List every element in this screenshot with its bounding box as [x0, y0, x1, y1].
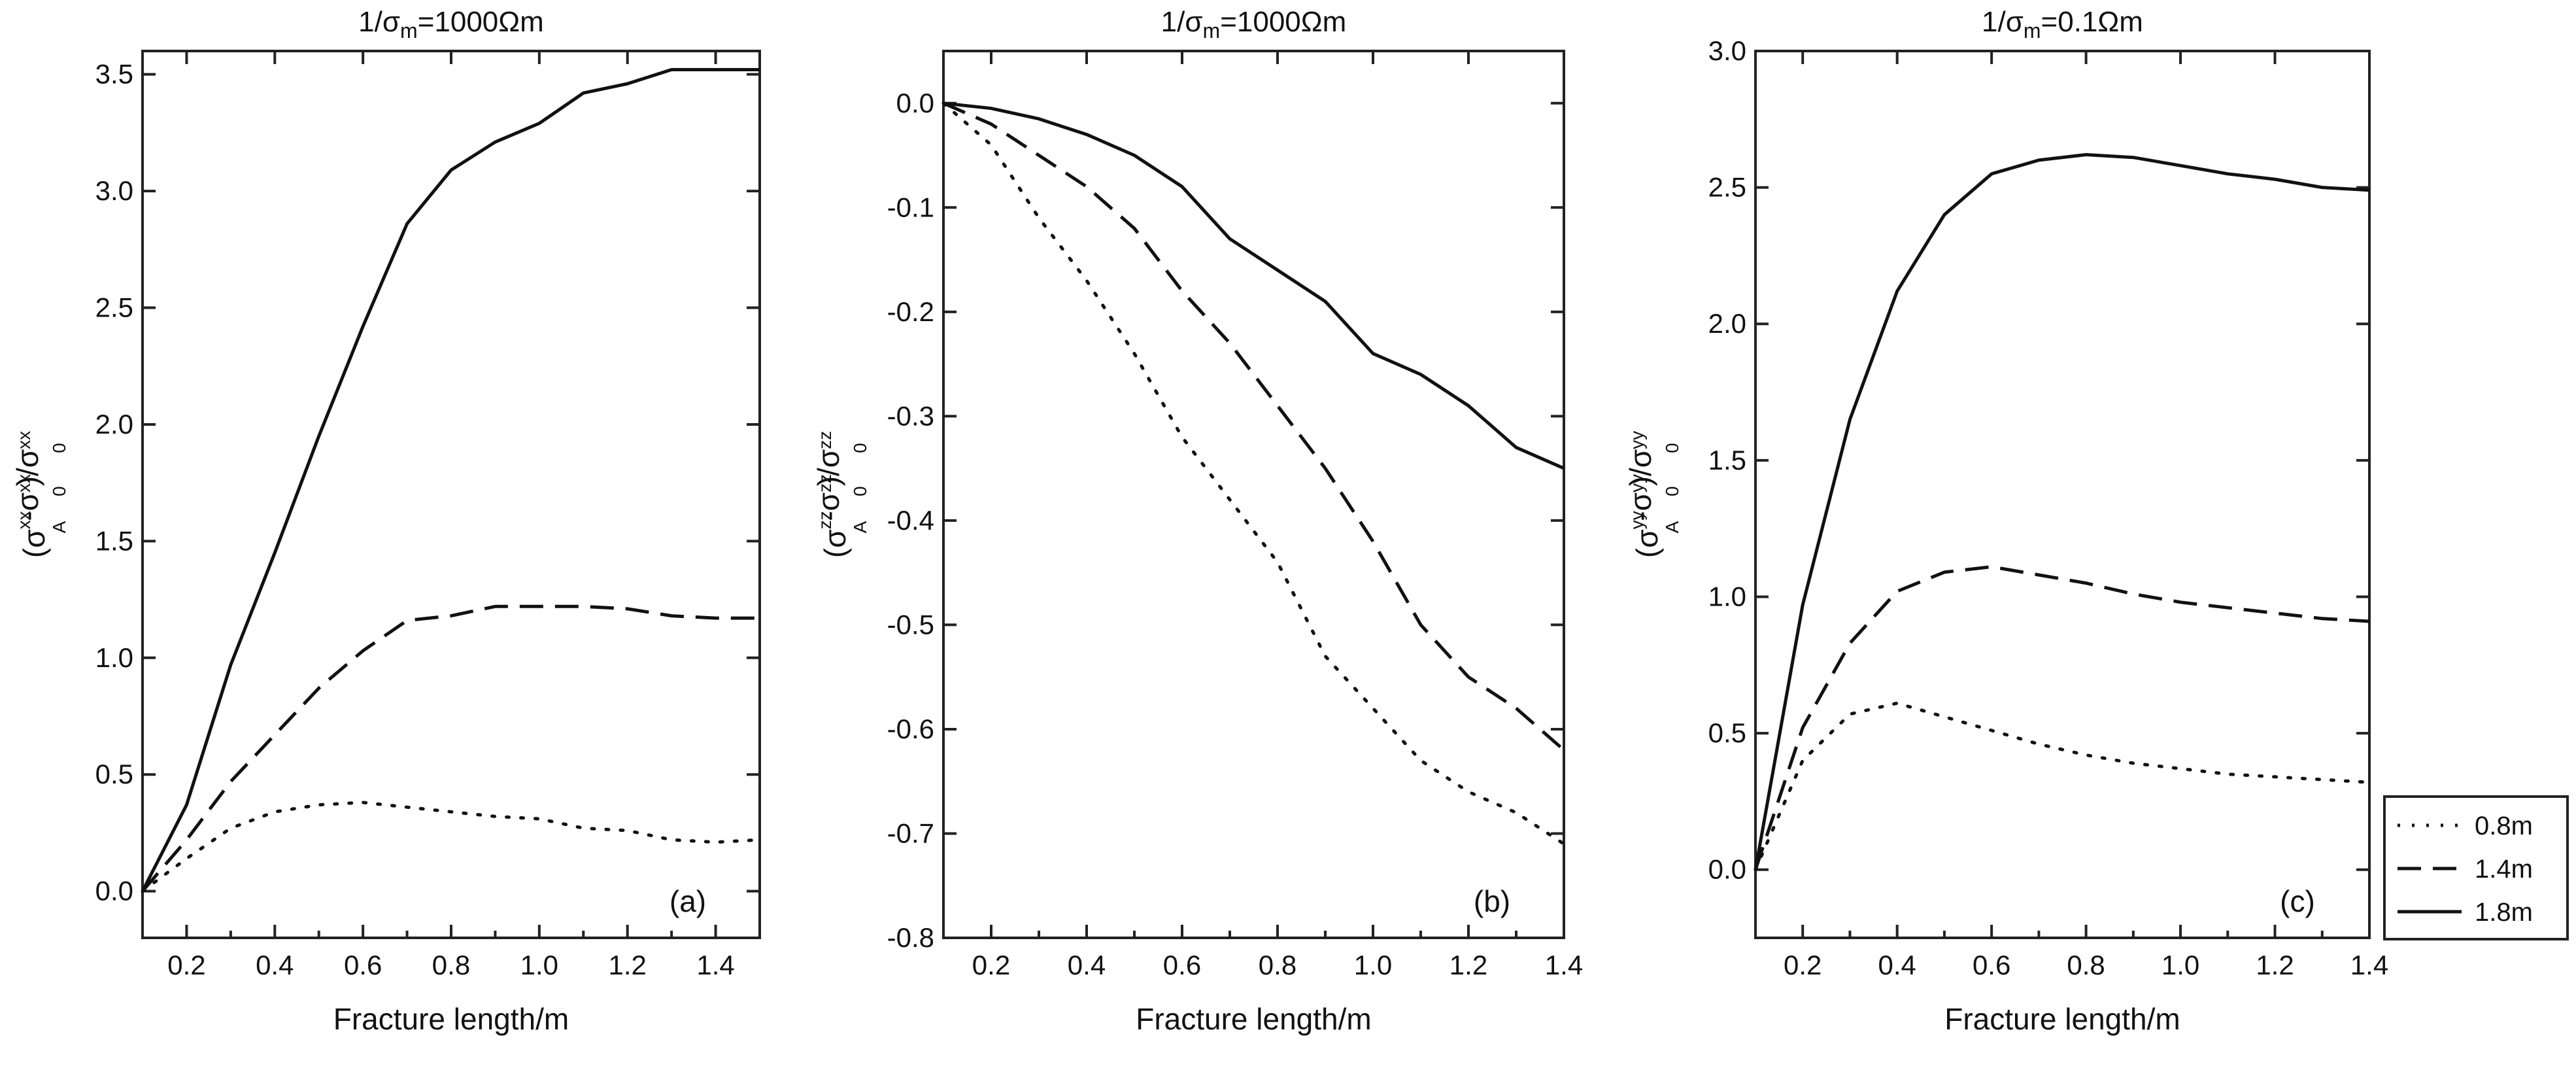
- x-tick-label: 1.4: [2350, 950, 2388, 980]
- y-tick-label: -0.6: [887, 714, 934, 744]
- x-tick-label: 0.2: [1784, 950, 1822, 980]
- y-tick-label: 3.5: [95, 59, 133, 90]
- x-tick-label: 0.4: [256, 950, 294, 980]
- y-tick-label: 3.0: [1708, 35, 1746, 66]
- x-tick-label: 0.2: [972, 950, 1010, 980]
- y-tick-label: -0.2: [887, 296, 934, 327]
- panel-label: (a): [669, 884, 706, 918]
- y-tick-label: 0.5: [1708, 717, 1746, 748]
- series-line-0.8m: [1754, 701, 2371, 872]
- y-tick-label: 0.0: [1708, 854, 1746, 885]
- series-line-1.8m: [141, 68, 760, 892]
- y-tick-label: -0.5: [887, 609, 934, 640]
- plot-frame: [1754, 50, 2371, 939]
- y-tick-label: 0.0: [896, 88, 934, 118]
- x-tick-label: 1.4: [696, 950, 734, 980]
- x-axis-label: Fracture length/m: [333, 1002, 569, 1036]
- x-tick-label: 0.6: [1973, 950, 2010, 980]
- x-tick-label: 0.8: [432, 950, 470, 980]
- x-tick-label: 0.8: [2067, 950, 2105, 980]
- legend-label: 1.8m: [2475, 898, 2533, 927]
- y-tick-label: 3.0: [95, 175, 133, 206]
- series-line-1.8m: [1754, 153, 2370, 870]
- panel-c: 1/σm=0.1Ωm 0.2 0.4 0.6 0.8 1.0 1.2 1.4 0.0 0.5 1.0…: [1623, 6, 2388, 1036]
- series-line-0.8m: [141, 801, 762, 893]
- y-tick-label: -0.7: [887, 818, 934, 848]
- y-tick-label: 2.0: [95, 409, 133, 439]
- series-line-1.4m: [942, 101, 1565, 751]
- x-tick-label: 0.4: [1068, 950, 1106, 980]
- panel-label: (c): [2280, 884, 2315, 918]
- x-tick-label: 0.4: [1878, 950, 1916, 980]
- y-tick-label: -0.1: [887, 192, 934, 222]
- y-tick-label: 2.5: [95, 292, 133, 323]
- series-line-1.4m: [1754, 565, 2370, 870]
- legend-label: 1.4m: [2475, 855, 2533, 884]
- x-tick-label: 1.0: [520, 950, 558, 980]
- panel-a: 1/σm=1000Ωm 0.2 0.4 0.6 0.8 1.0 1.2 1.4 0.0 0.5 1.…: [10, 6, 762, 1036]
- panel-b: 1/σm=1000Ωm 0.2 0.4 0.6 0.8 1.0 1.2 1.4 0.0 -0.1 -…: [811, 6, 1583, 1036]
- y-tick-label: -0.4: [887, 505, 934, 536]
- y-tick-label: 2.5: [1708, 172, 1746, 203]
- x-axis-label: Fracture length/m: [1136, 1002, 1371, 1036]
- y-tick-label: 1.0: [95, 642, 133, 673]
- series-line-1.8m: [943, 101, 1565, 470]
- x-tick-label: 1.2: [1449, 950, 1487, 980]
- legend: 0.8m 1.4m 1.8m: [2383, 795, 2569, 940]
- y-tick-label: 0.5: [95, 759, 133, 789]
- x-axis-label: Fracture length/m: [1944, 1002, 2180, 1036]
- y-tick-label: 0.0: [95, 876, 133, 906]
- y-axis-label: (σzz A-σzz 0)/σzz 0: [811, 431, 870, 558]
- legend-label: 0.8m: [2475, 812, 2533, 840]
- x-tick-label: 1.4: [1545, 950, 1583, 980]
- y-axis-label: (σyy A-σyy 0)/σyy 0: [1623, 431, 1682, 558]
- y-tick-label: -0.8: [887, 922, 934, 953]
- panel-label: (b): [1474, 884, 1510, 918]
- chart-title: 1/σm=0.1Ωm: [1982, 6, 2143, 43]
- x-tick-label: 1.2: [609, 950, 647, 980]
- y-tick-label: 1.0: [1708, 581, 1746, 611]
- x-tick-label: 0.6: [1163, 950, 1201, 980]
- series-line-0.8m: [941, 101, 1566, 846]
- y-tick-label: 2.0: [1708, 308, 1746, 339]
- chart-title: 1/σm=1000Ωm: [358, 6, 544, 43]
- plot-frame: [942, 50, 1565, 939]
- x-tick-label: 0.6: [344, 950, 382, 980]
- x-tick-label: 0.2: [167, 950, 205, 980]
- y-tick-label: -0.3: [887, 400, 934, 431]
- y-tick-label: 1.5: [1708, 445, 1746, 475]
- x-tick-label: 1.2: [2256, 950, 2294, 980]
- x-tick-label: 1.0: [2161, 950, 2199, 980]
- y-axis-label: (σxx A-σxx 0)/σxx 0: [10, 431, 69, 558]
- series-line-1.4m: [141, 604, 760, 893]
- x-tick-label: 1.0: [1354, 950, 1392, 980]
- x-tick-label: 0.8: [1259, 950, 1296, 980]
- y-tick-label: 1.5: [95, 525, 133, 556]
- chart-title: 1/σm=1000Ωm: [1161, 6, 1347, 43]
